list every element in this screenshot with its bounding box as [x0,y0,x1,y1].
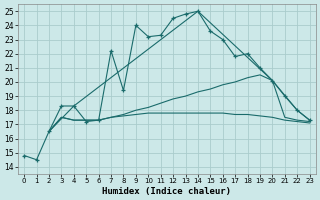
X-axis label: Humidex (Indice chaleur): Humidex (Indice chaleur) [102,187,231,196]
